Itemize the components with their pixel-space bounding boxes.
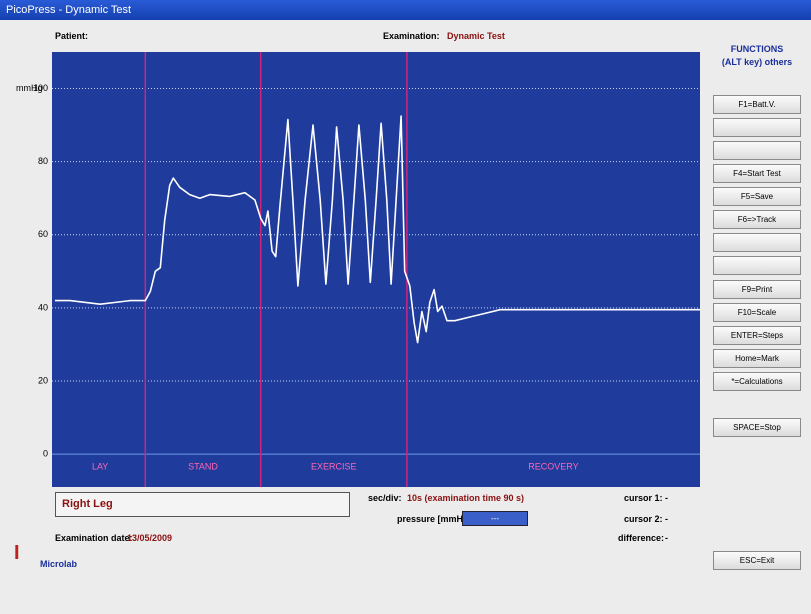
phase-label: STAND xyxy=(188,461,218,471)
functions-subtitle: (ALT key) others xyxy=(721,57,793,67)
examination-label: Examination: xyxy=(383,31,440,41)
leg: Right Leg xyxy=(62,498,113,510)
sec-div-label: sec/div: xyxy=(368,493,402,503)
cursor2-label: cursor 2: xyxy=(624,514,663,524)
date-label: Examination date: xyxy=(55,533,133,543)
sec-div: 10s (examination time 90 s) xyxy=(407,493,525,503)
functions-title: FUNCTIONS xyxy=(730,44,784,54)
cursor1: - xyxy=(665,493,668,503)
y-tick-label: 100 xyxy=(33,83,48,93)
button[interactable]: Home=Mark xyxy=(713,349,801,368)
title-bar: PicoPress - Dynamic Test xyxy=(0,0,811,20)
leg-box: Right Leg xyxy=(55,492,350,517)
button[interactable]: F1=Batt.V. xyxy=(713,95,801,114)
plot-area xyxy=(52,52,700,487)
button[interactable]: F10=Scale xyxy=(713,303,801,322)
cursor2: - xyxy=(665,514,668,524)
phase-label: EXERCISE xyxy=(311,461,357,471)
y-tick-label: 20 xyxy=(38,375,48,385)
y-tick-label: 0 xyxy=(43,448,48,458)
y-tick-label: 40 xyxy=(38,302,48,312)
button[interactable]: SPACE=Stop xyxy=(713,418,801,437)
button[interactable]: F5=Save xyxy=(713,187,801,206)
y-tick-label: 80 xyxy=(38,156,48,166)
pressure-line xyxy=(55,115,700,344)
phase-label: RECOVERY xyxy=(528,461,578,471)
button xyxy=(713,233,801,252)
button[interactable]: F9=Print xyxy=(713,280,801,299)
y-axis-label: mmHg xyxy=(16,83,43,93)
button[interactable]: ENTER=Steps xyxy=(713,326,801,345)
pressure: --- xyxy=(462,511,528,526)
button[interactable]: F4=Start Test xyxy=(713,164,801,183)
phase-label: LAY xyxy=(92,461,108,471)
date: 13/05/2009 xyxy=(127,533,173,543)
difference: - xyxy=(665,533,668,543)
button[interactable]: *=Calculations xyxy=(713,372,801,391)
pressure-label: pressure [mmHg]: xyxy=(397,514,475,524)
button[interactable]: ESC=Exit xyxy=(713,551,801,570)
y-tick-label: 60 xyxy=(38,229,48,239)
button xyxy=(713,256,801,275)
examination: Dynamic Test xyxy=(447,31,505,41)
brand: Microlab xyxy=(40,559,78,569)
cursor1-label: cursor 1: xyxy=(624,493,663,503)
button xyxy=(713,118,801,137)
logo: I xyxy=(14,542,20,564)
button xyxy=(713,141,801,160)
patient-label: Patient: xyxy=(55,31,89,41)
button[interactable]: F6=>Track xyxy=(713,210,801,229)
difference-label: difference: xyxy=(618,533,665,543)
